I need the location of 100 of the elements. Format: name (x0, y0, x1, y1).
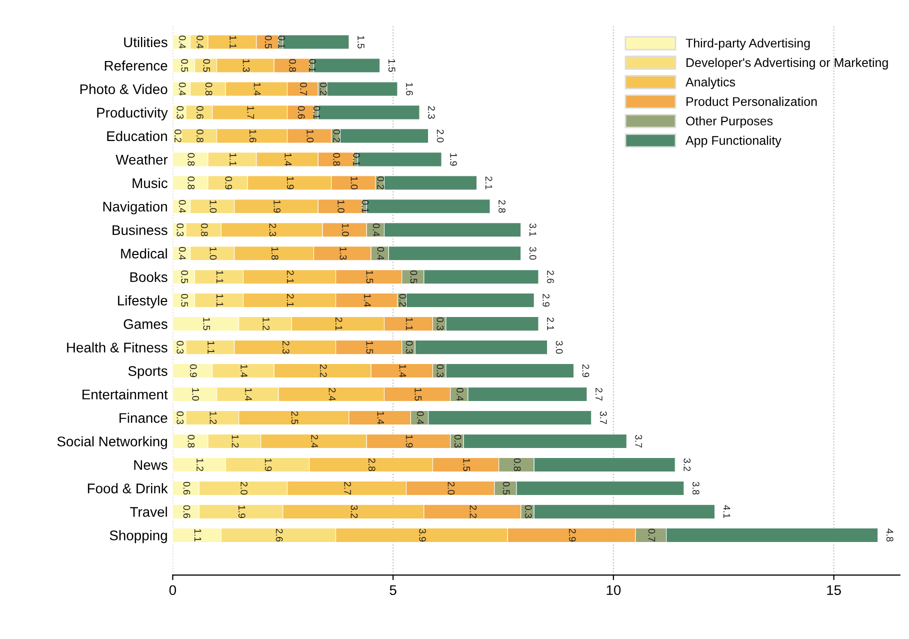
data-label: 1.3 (340, 247, 347, 260)
y-tick-label: Food & Drink (88, 483, 168, 494)
data-label: 1.8 (271, 247, 278, 260)
data-label: 0.1 (308, 59, 316, 72)
data-label: 0.5 (181, 270, 188, 284)
data-label: 0.8 (333, 153, 340, 166)
data-label: 0.2 (399, 294, 406, 307)
data-label: 2.1 (286, 294, 294, 307)
data-label: 2.3 (282, 341, 290, 354)
data-label: 1.0 (192, 388, 200, 401)
y-tick-label: Education (107, 130, 167, 142)
data-label: 0.4 (196, 36, 204, 48)
data-label: 0.3 (436, 317, 444, 330)
data-label: 1.4 (399, 364, 406, 378)
data-label: 1.1 (216, 270, 224, 284)
data-label: 1.5 (463, 458, 470, 472)
data-label: 1.9 (406, 435, 413, 448)
data-label: 2.2 (470, 505, 477, 518)
data-label: 0.8 (205, 82, 212, 96)
data-label: 0.3 (406, 340, 413, 354)
data-label: 0.8 (200, 224, 208, 236)
data-label: 4.1 (723, 505, 730, 518)
data-label: 0.2 (320, 82, 327, 96)
data-label: 3.8 (692, 482, 700, 495)
legend-label: Product Personalization (686, 96, 817, 106)
data-label: 3.9 (419, 528, 426, 542)
legend-label: Analytics (686, 77, 736, 89)
data-label: 2.5 (291, 411, 298, 424)
data-label: 0.2 (333, 130, 340, 142)
data-label: 2.6 (276, 528, 283, 542)
y-tick-label: Music (132, 178, 168, 188)
data-label: 0.1 (353, 153, 360, 166)
data-label: 1.3 (242, 59, 250, 72)
data-label: 1.0 (210, 200, 217, 213)
data-label: 0.5 (181, 294, 188, 307)
data-label: 1.5 (414, 388, 422, 401)
data-label: 0.1 (362, 200, 369, 213)
data-label: 1.0 (338, 200, 344, 213)
data-label: 0.5 (181, 59, 188, 72)
y-tick-label: Lifestyle (118, 295, 168, 308)
data-label: 1.4 (284, 153, 292, 166)
y-tick-label: Travel (130, 506, 167, 517)
y-tick-label: Social Networking (57, 436, 167, 450)
data-label: 0.8 (188, 153, 195, 166)
data-label: 2.1 (485, 176, 492, 190)
y-tick-label: Entertainment (82, 389, 168, 400)
data-label: 0.3 (176, 411, 184, 424)
data-label: 0.6 (298, 106, 305, 119)
data-label: 1.1 (208, 341, 214, 354)
data-label: 2.7 (344, 482, 352, 494)
data-label: 2.6 (547, 270, 554, 284)
x-tick-label: 0 (169, 585, 176, 596)
data-label: 1.1 (230, 36, 236, 48)
data-label: 1.0 (306, 130, 314, 142)
data-label: 2.0 (436, 130, 444, 142)
y-tick-label: Reference (104, 60, 168, 71)
data-label: 0.8 (188, 176, 195, 190)
data-label: 0.3 (176, 340, 184, 354)
data-label: 0.4 (456, 388, 464, 401)
data-label: 2.3 (428, 106, 435, 119)
data-label: 0.6 (183, 505, 190, 518)
data-label: 0.4 (178, 82, 186, 96)
data-label: 2.9 (542, 294, 550, 307)
data-label: 1.7 (247, 106, 254, 119)
data-label: 2.0 (240, 482, 248, 495)
data-label: 0.2 (377, 176, 384, 190)
data-label: 2.8 (368, 458, 376, 472)
data-label: 0.7 (648, 528, 656, 542)
data-label: 0.9 (190, 364, 197, 378)
data-label: 1.9 (238, 506, 246, 518)
y-tick-label: Finance (120, 412, 168, 423)
data-label: 1.9 (286, 176, 294, 190)
data-label: 0.8 (196, 130, 204, 142)
x-tick-label: 15 (827, 585, 841, 596)
data-label: 1.1 (406, 318, 413, 330)
y-tick-label: Medical (121, 248, 167, 259)
data-label: 0.8 (514, 458, 521, 472)
data-label: 0.9 (225, 176, 232, 190)
data-label: 2.8 (498, 200, 506, 213)
legend-label: Third-party Advertising (686, 38, 810, 50)
y-tick-label: Health & Fitness (67, 342, 168, 352)
data-label: 2.0 (448, 482, 455, 495)
data-label: 2.3 (269, 224, 276, 236)
data-label: 0.4 (377, 246, 384, 260)
data-label: 1.1 (230, 153, 236, 166)
data-label: 1.1 (216, 294, 224, 307)
data-label: 0.1 (313, 106, 320, 119)
data-label: 2.2 (320, 364, 327, 378)
data-label: 4.8 (886, 528, 894, 542)
y-tick-label: Utilities (124, 36, 168, 48)
data-label: 0.3 (176, 224, 184, 236)
data-label: 0.2 (174, 130, 182, 142)
y-tick-label: Games (124, 319, 168, 329)
data-label: 0.5 (264, 36, 272, 48)
data-label: 1.0 (210, 247, 217, 260)
data-label: 1.5 (366, 341, 374, 354)
y-tick-label: Navigation (103, 201, 167, 214)
y-tick-label: News (134, 460, 168, 470)
data-label: 3.7 (600, 411, 607, 424)
y-tick-label: Sports (128, 366, 168, 379)
